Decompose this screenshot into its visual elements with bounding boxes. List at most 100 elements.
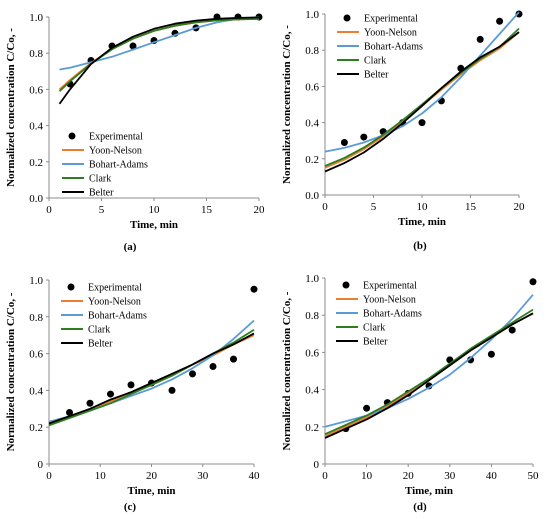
legend-label: Clark xyxy=(88,325,110,336)
x-tick-label: 5 xyxy=(371,201,377,213)
y-axis-title: Normalized concentration C/Co, - xyxy=(5,292,17,451)
legend-label: Bohart-Adams xyxy=(364,42,423,53)
data-point-experimental xyxy=(86,399,94,407)
x-tick-label: 10 xyxy=(417,201,429,213)
legend-label: Yoon-Nelson xyxy=(89,146,142,157)
data-point-experimental xyxy=(168,386,176,394)
data-point-experimental xyxy=(476,35,484,43)
legend-label: Yoon-Nelson xyxy=(364,28,417,39)
panel-label: (b) xyxy=(413,240,427,252)
data-point-experimental xyxy=(496,17,504,25)
x-tick-label: 10 xyxy=(149,204,161,216)
data-point-experimental xyxy=(360,133,368,141)
data-point-experimental xyxy=(467,356,475,364)
chart-panel-4: 0 10 20 30 40 50 0 0.2 0.4 0.6 0.8 1.0 Time, min Norm… xyxy=(281,273,539,513)
y-tick-label: 0.2 xyxy=(305,154,319,166)
y-axis-title: Normalized concentration C/Co, - xyxy=(5,28,17,187)
data-point-experimental xyxy=(340,139,348,147)
data-point-experimental xyxy=(189,370,196,378)
y-tick-label: 0.4 xyxy=(305,385,319,397)
x-tick-label: 0 xyxy=(322,201,328,213)
series-line-bohart-adams xyxy=(324,294,534,428)
legend-marker-experimental xyxy=(342,281,350,289)
y-tick-label: 0.4 xyxy=(29,121,43,133)
legend-marker-experimental xyxy=(343,14,351,22)
series-line-clark xyxy=(324,27,520,167)
data-point-experimental xyxy=(250,285,258,293)
legend-label: Experimental xyxy=(89,132,143,143)
legend: Experimental Yoon-Nelson Bohart-Adams Clark… xyxy=(62,132,148,199)
data-point-experimental xyxy=(107,390,114,398)
legend-label: Experimental xyxy=(364,14,418,25)
series-line-clark xyxy=(48,328,255,427)
series-line-clark xyxy=(324,308,534,436)
legend-label: Experimental xyxy=(88,283,142,294)
legend-label: Bohart-Adams xyxy=(363,309,422,320)
legend-marker-experimental xyxy=(68,132,76,140)
x-axis-title: Time, min xyxy=(398,216,446,228)
chart-panel-3: 0 10 20 30 40 0 0.2 0.4 0.6 0.8 1.0 Time, min Normal… xyxy=(5,275,260,513)
series-line-belter xyxy=(48,332,255,425)
x-tick-label: 30 xyxy=(197,470,209,482)
x-tick-label: 40 xyxy=(486,470,498,482)
legend-marker-experimental xyxy=(67,283,75,291)
legend-label: Belter xyxy=(363,337,388,348)
y-tick-label: 0.6 xyxy=(29,84,43,96)
series-line-belter xyxy=(324,31,520,173)
data-point-experimental xyxy=(418,119,426,127)
y-tick-label: 0.8 xyxy=(305,310,319,322)
y-tick-label: 0.4 xyxy=(29,385,43,397)
legend: Experimental Yoon-Nelson Bohart-Adams Clark… xyxy=(61,283,147,350)
panel-label: (c) xyxy=(124,501,137,513)
y-tick-label: 0 xyxy=(38,459,44,471)
x-tick-label: 20 xyxy=(514,201,526,213)
x-tick-label: 10 xyxy=(95,470,107,482)
data-point-experimental xyxy=(129,42,137,50)
y-tick-label: 0.8 xyxy=(29,312,43,324)
y-tick-label: 0.2 xyxy=(29,157,43,169)
legend: Experimental Yoon-Nelson Bohart-Adams Clark… xyxy=(337,14,423,81)
y-tick-label: 0.6 xyxy=(305,81,319,93)
panel-label: (a) xyxy=(124,241,137,253)
x-tick-label: 20 xyxy=(254,204,266,216)
y-tick-label: 0.6 xyxy=(305,347,319,359)
y-tick-label: 1.0 xyxy=(29,275,43,287)
data-point-experimental xyxy=(487,350,495,358)
x-tick-label: 0 xyxy=(46,204,52,216)
data-point-experimental xyxy=(230,355,237,363)
legend-label: Experimental xyxy=(363,281,417,292)
x-tick-label: 20 xyxy=(146,470,158,482)
legend: Experimental Yoon-Nelson Bohart-Adams Clark… xyxy=(336,281,422,348)
chart-panel-2: 0 5 10 15 20 0.0 0.2 0.4 0.6 0.8 1.0 Time, min Norma… xyxy=(281,9,525,252)
legend-label: Bohart-Adams xyxy=(88,311,147,322)
y-tick-label: 0 xyxy=(314,459,320,471)
x-axis-title: Time, min xyxy=(127,485,175,497)
y-tick-label: 1.0 xyxy=(305,273,319,285)
x-axis-title: Time, min xyxy=(130,219,178,231)
y-tick-label: 1.0 xyxy=(305,9,319,21)
x-tick-label: 40 xyxy=(249,470,261,482)
x-tick-label: 20 xyxy=(403,470,415,482)
series-line-belter xyxy=(58,16,260,105)
x-tick-label: 15 xyxy=(201,204,213,216)
y-tick-label: 0.0 xyxy=(29,193,43,205)
x-axis-title: Time, min xyxy=(405,485,453,497)
y-axis-title: Normalized concentration C/Co, - xyxy=(281,291,293,450)
x-tick-label: 0 xyxy=(46,470,52,482)
legend-label: Yoon-Nelson xyxy=(88,297,141,308)
panel-label: (d) xyxy=(413,501,427,513)
legend-label: Yoon-Nelson xyxy=(363,295,416,306)
x-tick-label: 0 xyxy=(322,470,328,482)
series-line-bohart-adams xyxy=(324,11,520,153)
series-line-bohart-adams xyxy=(59,16,260,71)
legend-label: Clark xyxy=(364,56,386,67)
data-point-experimental xyxy=(66,408,73,416)
x-tick-label: 15 xyxy=(465,201,477,213)
legend-label: Belter xyxy=(88,339,113,350)
legend-label: Belter xyxy=(89,188,114,199)
data-point-experimental xyxy=(209,362,217,370)
series-line-belter xyxy=(324,312,534,439)
y-tick-label: 0.0 xyxy=(305,190,319,202)
y-tick-label: 0.2 xyxy=(29,422,43,434)
